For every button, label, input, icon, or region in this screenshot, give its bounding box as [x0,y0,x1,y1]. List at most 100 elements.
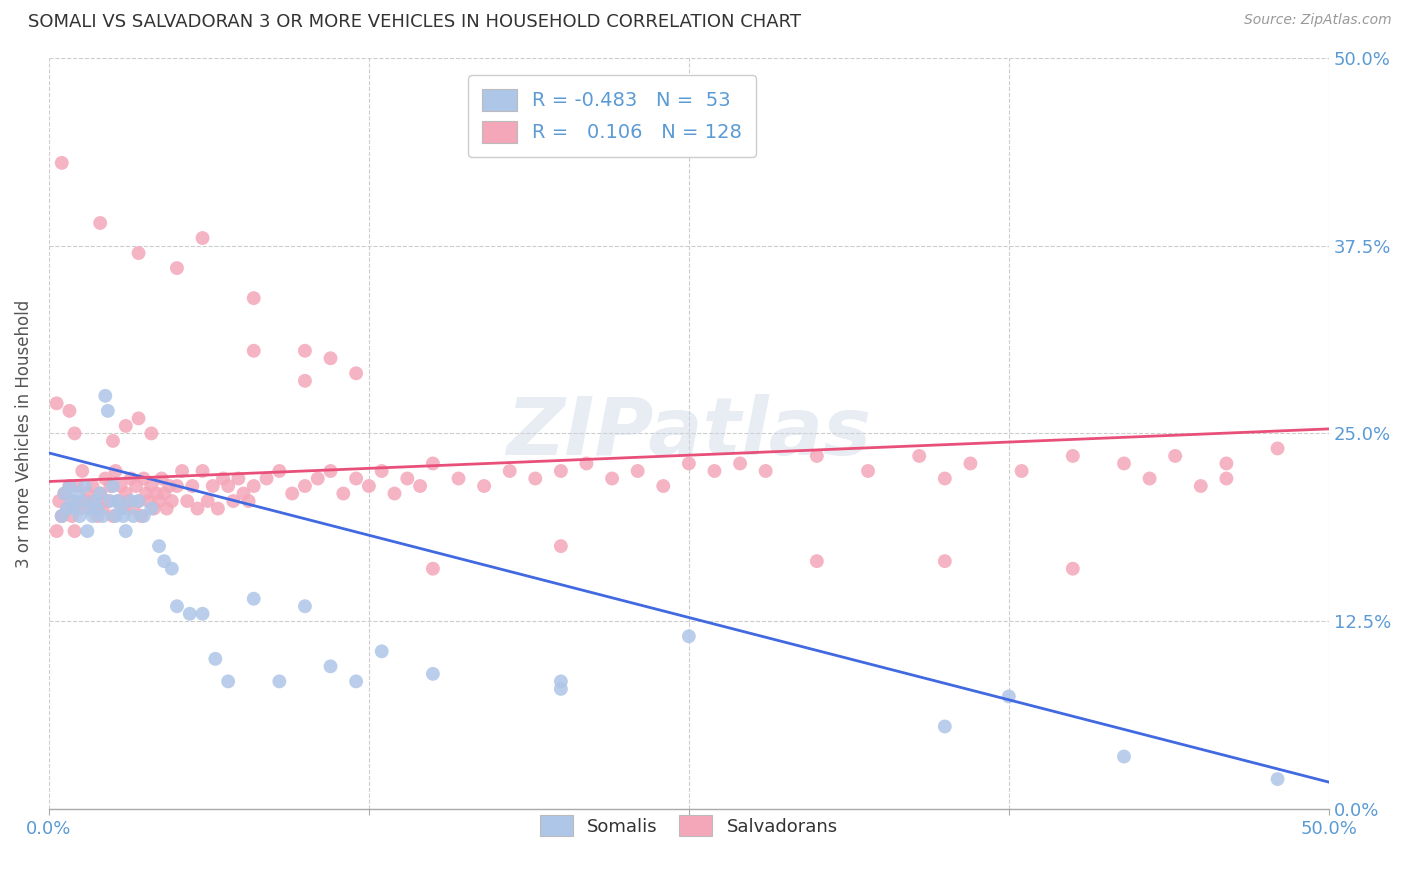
Point [79,501,101,516]
Point [114,418,136,433]
Point [1215,457,1237,471]
Point [600,471,623,485]
Point [89,216,111,230]
Point [66,479,89,493]
Point [396,471,419,485]
Point [51,509,73,524]
Point [294,343,316,358]
Point [51,509,73,524]
Point [166,261,188,276]
Point [678,457,700,471]
Point [100,479,122,493]
Point [550,681,572,696]
Point [447,471,470,485]
Point [70,494,93,508]
Point [63,524,86,538]
Point [122,501,145,516]
Point [104,464,127,478]
Point [1189,479,1212,493]
Point [63,494,86,508]
Point [242,291,264,305]
Point [217,479,239,493]
Point [1062,562,1084,576]
Legend: Somalis, Salvadorans: Somalis, Salvadorans [531,806,846,846]
Point [422,457,444,471]
Point [112,509,135,524]
Point [101,479,124,493]
Point [332,486,354,500]
Point [94,389,117,403]
Point [228,471,250,485]
Point [934,471,956,485]
Point [128,411,150,425]
Point [101,509,124,524]
Point [856,464,879,478]
Point [145,486,167,500]
Point [212,471,235,485]
Point [129,509,152,524]
Point [82,509,104,524]
Point [472,479,495,493]
Point [110,501,132,516]
Point [242,479,264,493]
Point [344,366,367,380]
Point [51,156,73,170]
Point [69,509,91,524]
Point [51,509,73,524]
Point [166,479,188,493]
Point [959,457,981,471]
Point [91,501,114,516]
Point [256,471,278,485]
Point [120,471,142,485]
Point [1215,471,1237,485]
Point [934,554,956,568]
Point [73,479,96,493]
Point [53,486,76,500]
Point [110,479,132,493]
Point [160,562,183,576]
Point [120,494,142,508]
Point [908,449,931,463]
Point [153,486,176,500]
Point [806,554,828,568]
Point [242,343,264,358]
Point [157,479,180,493]
Point [678,629,700,643]
Point [550,464,572,478]
Point [128,494,150,508]
Point [45,396,67,410]
Point [422,562,444,576]
Point [63,501,86,516]
Point [84,494,107,508]
Point [60,494,83,508]
Point [73,494,96,508]
Point [56,501,79,516]
Point [100,494,122,508]
Point [132,471,155,485]
Point [117,494,139,508]
Point [652,479,675,493]
Point [179,607,201,621]
Point [101,434,124,448]
Point [319,659,342,673]
Point [97,404,120,418]
Point [294,479,316,493]
Point [269,464,291,478]
Point [1139,471,1161,485]
Point [238,494,260,508]
Point [89,486,111,500]
Point [132,509,155,524]
Point [524,471,547,485]
Point [86,501,108,516]
Point [755,464,778,478]
Point [319,351,342,366]
Point [79,501,101,516]
Point [176,494,198,508]
Text: Source: ZipAtlas.com: Source: ZipAtlas.com [1244,13,1392,28]
Point [114,486,136,500]
Point [499,464,522,478]
Point [703,464,725,478]
Point [86,509,108,524]
Point [1267,442,1289,456]
Point [281,486,304,500]
